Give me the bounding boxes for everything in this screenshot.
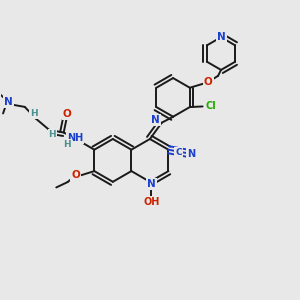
- Text: O: O: [71, 170, 80, 180]
- Text: NH: NH: [67, 134, 83, 143]
- Text: O: O: [63, 109, 72, 119]
- Text: OH: OH: [143, 197, 160, 207]
- Text: C: C: [175, 148, 182, 157]
- Text: H: H: [64, 140, 71, 149]
- Text: H: H: [30, 109, 38, 118]
- Text: N: N: [151, 115, 160, 125]
- Text: N: N: [217, 32, 225, 42]
- Text: N: N: [147, 179, 156, 189]
- Text: N: N: [4, 97, 13, 106]
- Text: N: N: [187, 149, 195, 159]
- Text: O: O: [204, 77, 213, 87]
- Text: Cl: Cl: [205, 101, 216, 112]
- Text: H: H: [49, 130, 56, 139]
